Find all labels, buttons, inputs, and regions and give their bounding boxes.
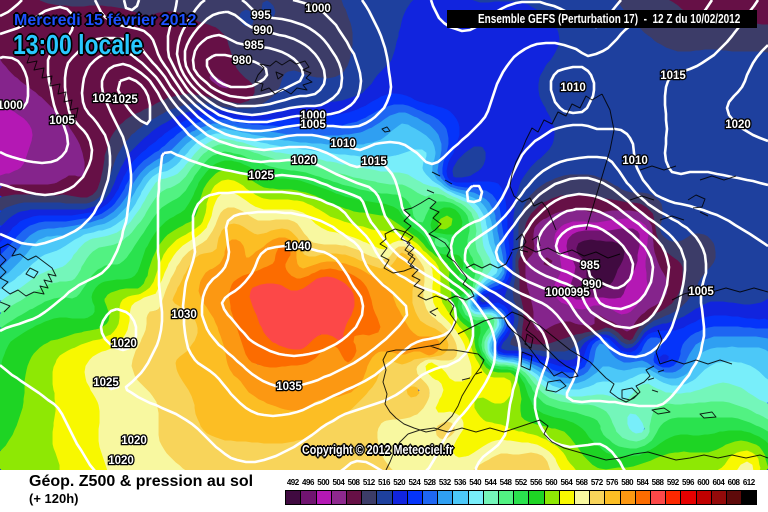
- svg-text:1020: 1020: [108, 455, 134, 467]
- svg-text:1025: 1025: [248, 170, 274, 182]
- svg-text:1010: 1010: [560, 82, 586, 94]
- svg-text:1035: 1035: [276, 381, 302, 393]
- svg-text:1020: 1020: [92, 93, 118, 105]
- svg-text:1000: 1000: [0, 100, 23, 112]
- svg-text:1005: 1005: [49, 115, 75, 127]
- svg-text:1040: 1040: [285, 241, 311, 253]
- svg-text:1010: 1010: [330, 138, 356, 150]
- svg-text:1025: 1025: [93, 377, 119, 389]
- svg-text:1010: 1010: [622, 155, 648, 167]
- svg-text:995: 995: [251, 10, 271, 22]
- svg-text:1005: 1005: [688, 286, 714, 298]
- svg-text:1025: 1025: [112, 94, 138, 106]
- svg-text:985: 985: [580, 260, 600, 272]
- svg-text:1020: 1020: [121, 435, 147, 447]
- svg-text:1020: 1020: [725, 119, 751, 131]
- svg-text:980: 980: [232, 55, 251, 67]
- svg-text:990: 990: [253, 25, 272, 37]
- svg-text:1015: 1015: [361, 156, 387, 168]
- svg-text:990: 990: [582, 279, 601, 291]
- svg-text:1000: 1000: [300, 110, 326, 122]
- svg-text:985: 985: [244, 40, 264, 52]
- svg-text:1015: 1015: [660, 70, 686, 82]
- svg-text:1005: 1005: [300, 119, 326, 131]
- svg-text:995: 995: [570, 287, 590, 299]
- svg-text:1030: 1030: [171, 309, 197, 321]
- svg-text:1000: 1000: [545, 287, 571, 299]
- svg-text:1000: 1000: [305, 3, 331, 15]
- svg-text:1020: 1020: [291, 155, 317, 167]
- svg-text:1020: 1020: [111, 338, 137, 350]
